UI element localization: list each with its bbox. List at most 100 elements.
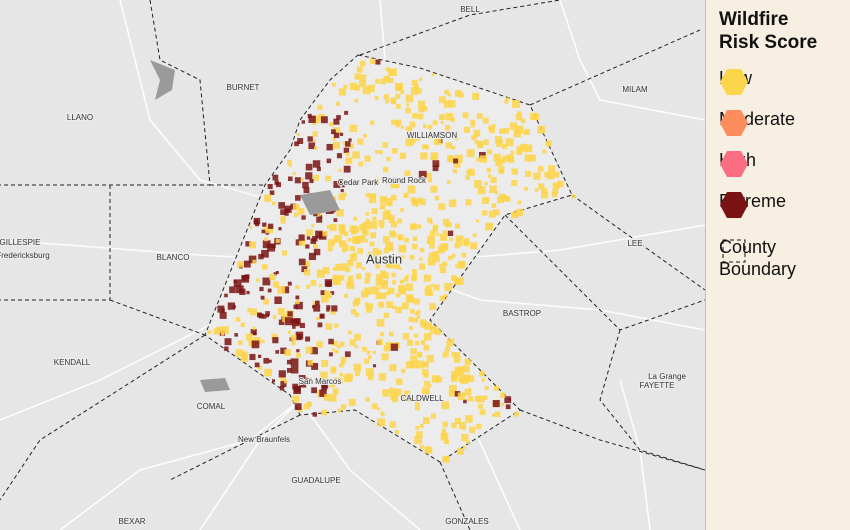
risk-cell xyxy=(462,374,471,382)
risk-cell xyxy=(349,124,358,132)
risk-cell xyxy=(495,159,503,167)
legend-swatch xyxy=(720,151,748,177)
risk-cell xyxy=(504,99,509,104)
risk-cell xyxy=(348,143,354,149)
risk-cell xyxy=(389,69,394,74)
risk-cell xyxy=(310,238,317,244)
risk-cell xyxy=(344,351,351,358)
legend-swatch xyxy=(720,110,748,136)
risk-cell xyxy=(343,165,351,173)
risk-cell xyxy=(290,334,297,341)
risk-cell xyxy=(287,281,292,286)
risk-cell xyxy=(257,365,262,370)
risk-cell xyxy=(255,222,260,227)
risk-cell xyxy=(382,279,388,286)
risk-cell xyxy=(486,149,493,155)
risk-cell xyxy=(242,275,248,281)
risk-cell xyxy=(221,308,225,312)
risk-cell xyxy=(235,285,244,294)
risk-cell xyxy=(371,403,378,410)
risk-cell xyxy=(405,294,414,303)
risk-cell xyxy=(357,248,364,254)
risk-cell xyxy=(365,397,370,402)
risk-cell xyxy=(541,187,548,194)
risk-cell xyxy=(354,85,360,91)
risk-cell xyxy=(263,357,270,364)
risk-cell xyxy=(374,150,379,154)
risk-cell xyxy=(419,444,424,449)
risk-cell xyxy=(336,344,341,349)
risk-cell xyxy=(422,124,427,129)
risk-cell xyxy=(327,246,333,252)
risk-cell xyxy=(469,426,476,433)
risk-cell xyxy=(310,346,318,355)
risk-cell xyxy=(287,330,291,334)
risk-cell xyxy=(458,377,464,382)
risk-cell xyxy=(345,267,351,273)
risk-cell xyxy=(411,79,418,86)
risk-cell xyxy=(356,273,362,280)
risk-cell xyxy=(250,329,257,336)
risk-cell xyxy=(365,368,374,377)
risk-cell xyxy=(462,365,470,373)
map-label: GUADALUPE xyxy=(291,476,340,485)
risk-cell xyxy=(277,285,286,294)
risk-cell xyxy=(492,400,500,408)
risk-cell xyxy=(322,267,330,275)
risk-cell xyxy=(419,257,423,261)
risk-cell xyxy=(490,176,497,184)
risk-cell xyxy=(298,375,306,382)
risk-cell xyxy=(256,278,260,282)
risk-cell xyxy=(429,230,436,237)
risk-cell xyxy=(474,180,482,188)
risk-cell xyxy=(287,159,292,165)
risk-cell xyxy=(395,83,403,92)
risk-cell xyxy=(317,322,323,328)
risk-cell xyxy=(240,354,248,361)
risk-cell xyxy=(252,326,256,330)
risk-cell xyxy=(272,379,276,383)
risk-cell xyxy=(426,172,432,179)
risk-cell xyxy=(445,142,453,149)
risk-cell xyxy=(454,242,461,249)
risk-cell xyxy=(517,111,522,116)
risk-cell xyxy=(382,272,389,280)
risk-cell xyxy=(524,149,528,153)
risk-cell xyxy=(478,403,483,409)
risk-cell xyxy=(378,220,385,227)
risk-cell xyxy=(476,219,480,223)
legend-swatch xyxy=(720,69,748,95)
risk-cell xyxy=(411,273,418,280)
risk-cell xyxy=(301,215,306,220)
risk-cell xyxy=(405,94,414,103)
risk-cell xyxy=(403,194,407,198)
risk-cell xyxy=(426,354,435,363)
legend-swatch xyxy=(722,239,746,263)
risk-cell xyxy=(293,386,301,395)
risk-cell xyxy=(409,325,413,330)
risk-cell xyxy=(292,325,296,329)
map-label: FAYETTE xyxy=(640,381,675,390)
risk-cell xyxy=(399,279,405,284)
risk-cell xyxy=(237,261,244,268)
risk-cell xyxy=(330,366,337,373)
legend-item: Moderate xyxy=(719,108,814,136)
risk-cell xyxy=(412,243,418,250)
risk-cell xyxy=(353,216,357,221)
risk-cell xyxy=(496,139,504,147)
risk-cell xyxy=(282,286,290,294)
risk-cell xyxy=(288,176,293,182)
risk-cell xyxy=(324,394,331,401)
risk-cell xyxy=(375,278,383,286)
risk-cell xyxy=(393,388,402,397)
risk-cell xyxy=(502,144,508,150)
risk-cell xyxy=(280,215,286,221)
risk-cell xyxy=(272,337,279,344)
risk-cell xyxy=(477,186,486,195)
risk-cell xyxy=(524,144,533,153)
risk-cell xyxy=(400,125,404,129)
risk-cell xyxy=(221,326,229,334)
risk-cell xyxy=(500,392,506,398)
risk-cell xyxy=(305,336,311,342)
risk-cell xyxy=(498,166,505,173)
